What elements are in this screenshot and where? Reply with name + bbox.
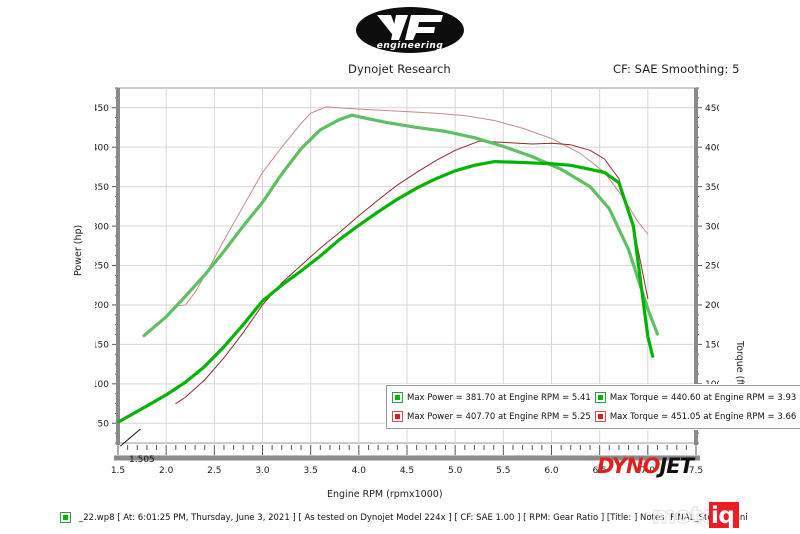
series-power-green-run — [117, 160, 655, 424]
svg-text:150: 150 — [95, 341, 109, 351]
svg-text:400: 400 — [95, 143, 109, 153]
svg-text:450: 450 — [95, 104, 109, 114]
plot-area: 5050100100150150200200250250300300350350… — [73, 86, 745, 500]
green-square-icon — [60, 512, 71, 523]
legend-row: Max Power = 381.70 at Engine RPM = 5.41 … — [390, 388, 798, 407]
series-power-red-run — [175, 140, 649, 405]
svg-text:200: 200 — [705, 301, 719, 311]
legend-label-max-torque-red: Max Torque = 451.05 at Engine RPM = 3.66 — [609, 411, 797, 422]
dynojet-brand-dyno: DYNO — [597, 454, 660, 478]
vf-engineering-logo-icon: engineering — [355, 6, 465, 54]
dyno-curves-svg: 5050100100150150200200250250300300350350… — [95, 87, 719, 473]
svg-text:350: 350 — [95, 183, 109, 193]
svg-text:4.0: 4.0 — [352, 466, 367, 473]
x-axis-title: Engine RPM (rpmx1000) — [327, 489, 443, 500]
svg-text:7.0: 7.0 — [641, 466, 656, 473]
svg-text:7.5: 7.5 — [689, 466, 703, 473]
legend-swatch-torque-green — [593, 388, 608, 407]
svg-text:450: 450 — [705, 104, 719, 114]
legend-label-max-torque-green: Max Torque = 440.60 at Engine RPM = 3.93 — [609, 392, 797, 403]
svg-text:2.5: 2.5 — [207, 466, 221, 473]
run-info-footer: _22.wp8 [ At: 6:01:25 PM, Thursday, June… — [60, 512, 748, 523]
svg-text:5.0: 5.0 — [448, 466, 463, 473]
svg-text:300: 300 — [95, 222, 109, 232]
watermark-iq-text: iq — [711, 503, 734, 529]
svg-text:250: 250 — [705, 262, 719, 272]
legend-label-max-power-green: Max Power = 381.70 at Engine RPM = 5.41 — [407, 392, 591, 403]
svg-text:300: 300 — [705, 222, 719, 232]
legend-label-max-power-red: Max Power = 407.70 at Engine RPM = 5.25 — [407, 411, 591, 422]
legend-swatch-torque-red — [593, 407, 608, 426]
legend-row: Max Power = 407.70 at Engine RPM = 5.25 … — [390, 407, 798, 426]
green-square-icon — [392, 392, 403, 403]
svg-text:6.5: 6.5 — [593, 466, 607, 473]
run-info-text: _22.wp8 [ At: 6:01:25 PM, Thursday, June… — [79, 512, 748, 523]
red-square-icon — [392, 411, 403, 422]
cf-smoothing-label: CF: SAE Smoothing: 5 — [613, 62, 740, 76]
red-square-icon — [594, 411, 606, 422]
dynojet-brand-mark: DYNOJET — [597, 454, 694, 478]
motoiq-watermark: moto iq — [651, 500, 762, 530]
svg-text:3.0: 3.0 — [255, 466, 270, 473]
svg-text:100: 100 — [95, 380, 109, 390]
svg-text:1.5: 1.5 — [111, 466, 125, 473]
start-rpm-annotation: 1.505 — [129, 455, 155, 465]
series-torque-green-run — [142, 113, 660, 338]
legend-swatch-power-red — [390, 407, 405, 426]
svg-text:4.5: 4.5 — [400, 466, 414, 473]
svg-text:engineering: engineering — [377, 41, 444, 51]
dynojet-research-title: Dynojet Research — [348, 62, 451, 76]
svg-text:350: 350 — [705, 183, 719, 193]
svg-text:2.0: 2.0 — [159, 466, 174, 473]
dynojet-brand-jet: JET — [659, 454, 693, 478]
green-square-icon — [594, 392, 606, 403]
svg-text:6.0: 6.0 — [544, 466, 559, 473]
svg-text:50: 50 — [98, 419, 110, 429]
svg-text:250: 250 — [95, 262, 109, 272]
svg-text:3.5: 3.5 — [304, 466, 318, 473]
svg-text:400: 400 — [705, 143, 719, 153]
svg-text:150: 150 — [705, 341, 719, 351]
y-axis-left-title: Power (hp) — [73, 224, 84, 276]
watermark-moto-text: moto — [652, 503, 717, 529]
series-torque-red-run — [178, 106, 649, 307]
svg-text:200: 200 — [95, 301, 109, 311]
legend-swatch-power-green — [390, 388, 405, 407]
chart-legend: Max Power = 381.70 at Engine RPM = 5.41 … — [386, 385, 800, 429]
svg-text:5.5: 5.5 — [496, 466, 510, 473]
